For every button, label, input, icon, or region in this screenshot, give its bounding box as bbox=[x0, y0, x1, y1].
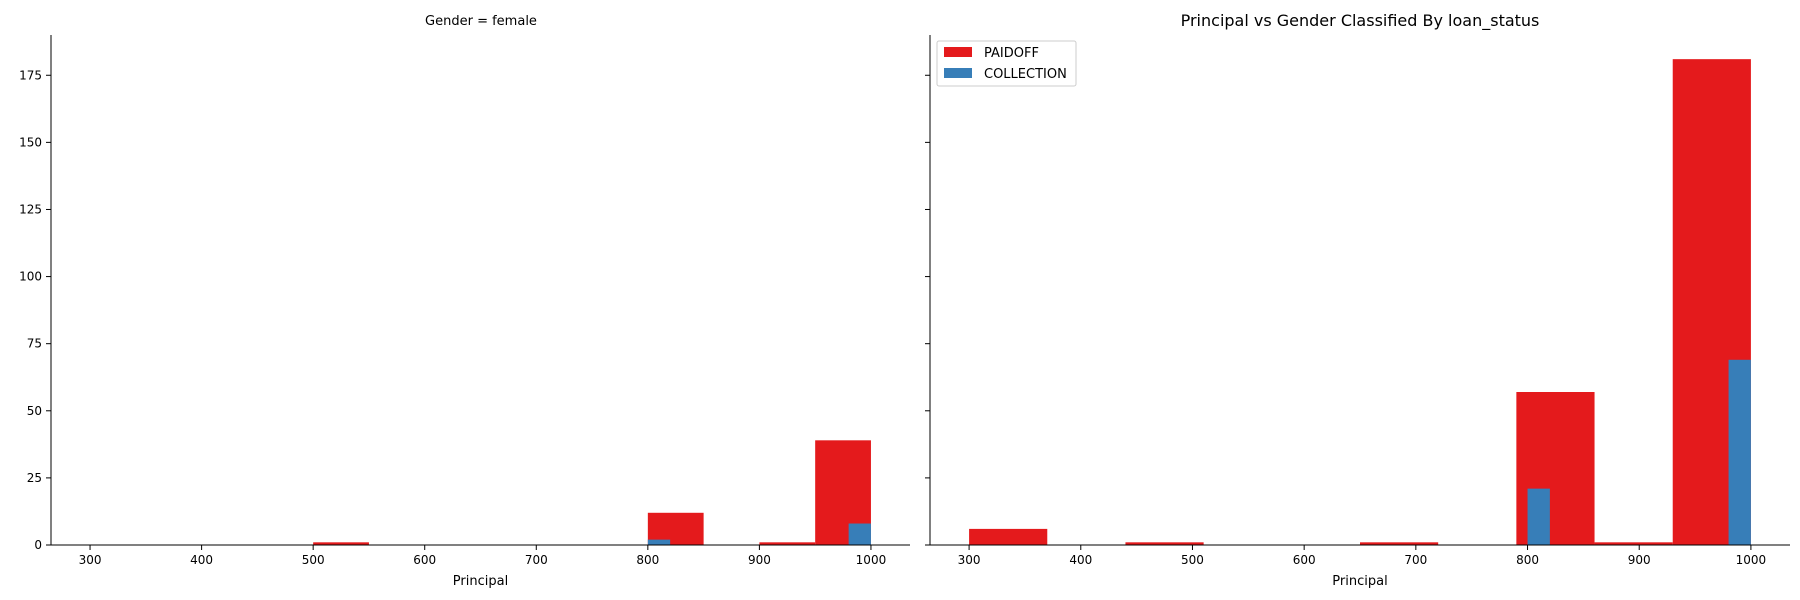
x-axis-label: Principal bbox=[453, 574, 508, 589]
bar-paidoff bbox=[1360, 542, 1439, 545]
x-tick-label: 300 bbox=[79, 553, 102, 567]
bar-paidoff bbox=[969, 528, 1048, 545]
y-tick-label: 0 bbox=[34, 538, 42, 552]
x-tick-label: 1000 bbox=[1736, 553, 1767, 567]
x-tick-label: 900 bbox=[1628, 553, 1651, 567]
left-panel-title: Gender = female bbox=[425, 14, 537, 29]
x-tick-label: 400 bbox=[1069, 553, 1092, 567]
x-tick-label: 600 bbox=[413, 553, 436, 567]
right-panel-plot: 300 400 500 600 700 800 900 1000 Principal bbox=[925, 35, 1790, 589]
bar-paidoff bbox=[759, 542, 816, 545]
x-tick-label: 300 bbox=[958, 553, 981, 567]
y-tick-label: 125 bbox=[19, 202, 42, 216]
y-tick-label: 25 bbox=[27, 471, 42, 485]
x-tick-label: 500 bbox=[1181, 553, 1204, 567]
bar-collection bbox=[1728, 359, 1751, 545]
bar-collection bbox=[848, 523, 871, 545]
y-tick-label: 150 bbox=[19, 135, 42, 149]
legend: PAIDOFF COLLECTION bbox=[936, 40, 1077, 87]
x-tick-label: 800 bbox=[1516, 553, 1539, 567]
legend-label-collection: COLLECTION bbox=[984, 67, 1067, 82]
left-panel-plot: 300 400 500 600 700 800 900 1000 0 25 50 75 100 125 15… bbox=[19, 35, 910, 589]
bar-paidoff bbox=[1125, 542, 1204, 545]
x-tick-label: 400 bbox=[190, 553, 213, 567]
legend-swatch-paidoff bbox=[944, 47, 972, 57]
y-tick-label: 100 bbox=[19, 270, 42, 284]
bar-paidoff bbox=[313, 542, 369, 545]
x-tick-label: 800 bbox=[636, 553, 659, 567]
x-tick-label: 700 bbox=[1404, 553, 1427, 567]
x-tick-label: 600 bbox=[1293, 553, 1316, 567]
x-tick-label: 1000 bbox=[856, 553, 887, 567]
y-tick-label: 175 bbox=[19, 68, 42, 82]
y-tick-label: 50 bbox=[27, 404, 42, 418]
x-axis-label: Principal bbox=[1332, 574, 1387, 589]
legend-label-paidoff: PAIDOFF bbox=[984, 46, 1039, 61]
x-tick-label: 700 bbox=[525, 553, 548, 567]
x-tick-label: 900 bbox=[748, 553, 771, 567]
right-panel-title: Principal vs Gender Classified By loan_s… bbox=[1181, 11, 1540, 31]
x-tick-label: 500 bbox=[302, 553, 325, 567]
legend-swatch-collection bbox=[944, 68, 972, 78]
bar-collection bbox=[647, 539, 671, 545]
bar-paidoff bbox=[1594, 542, 1673, 545]
y-tick-label: 75 bbox=[27, 337, 42, 351]
bar-collection bbox=[1527, 488, 1550, 545]
